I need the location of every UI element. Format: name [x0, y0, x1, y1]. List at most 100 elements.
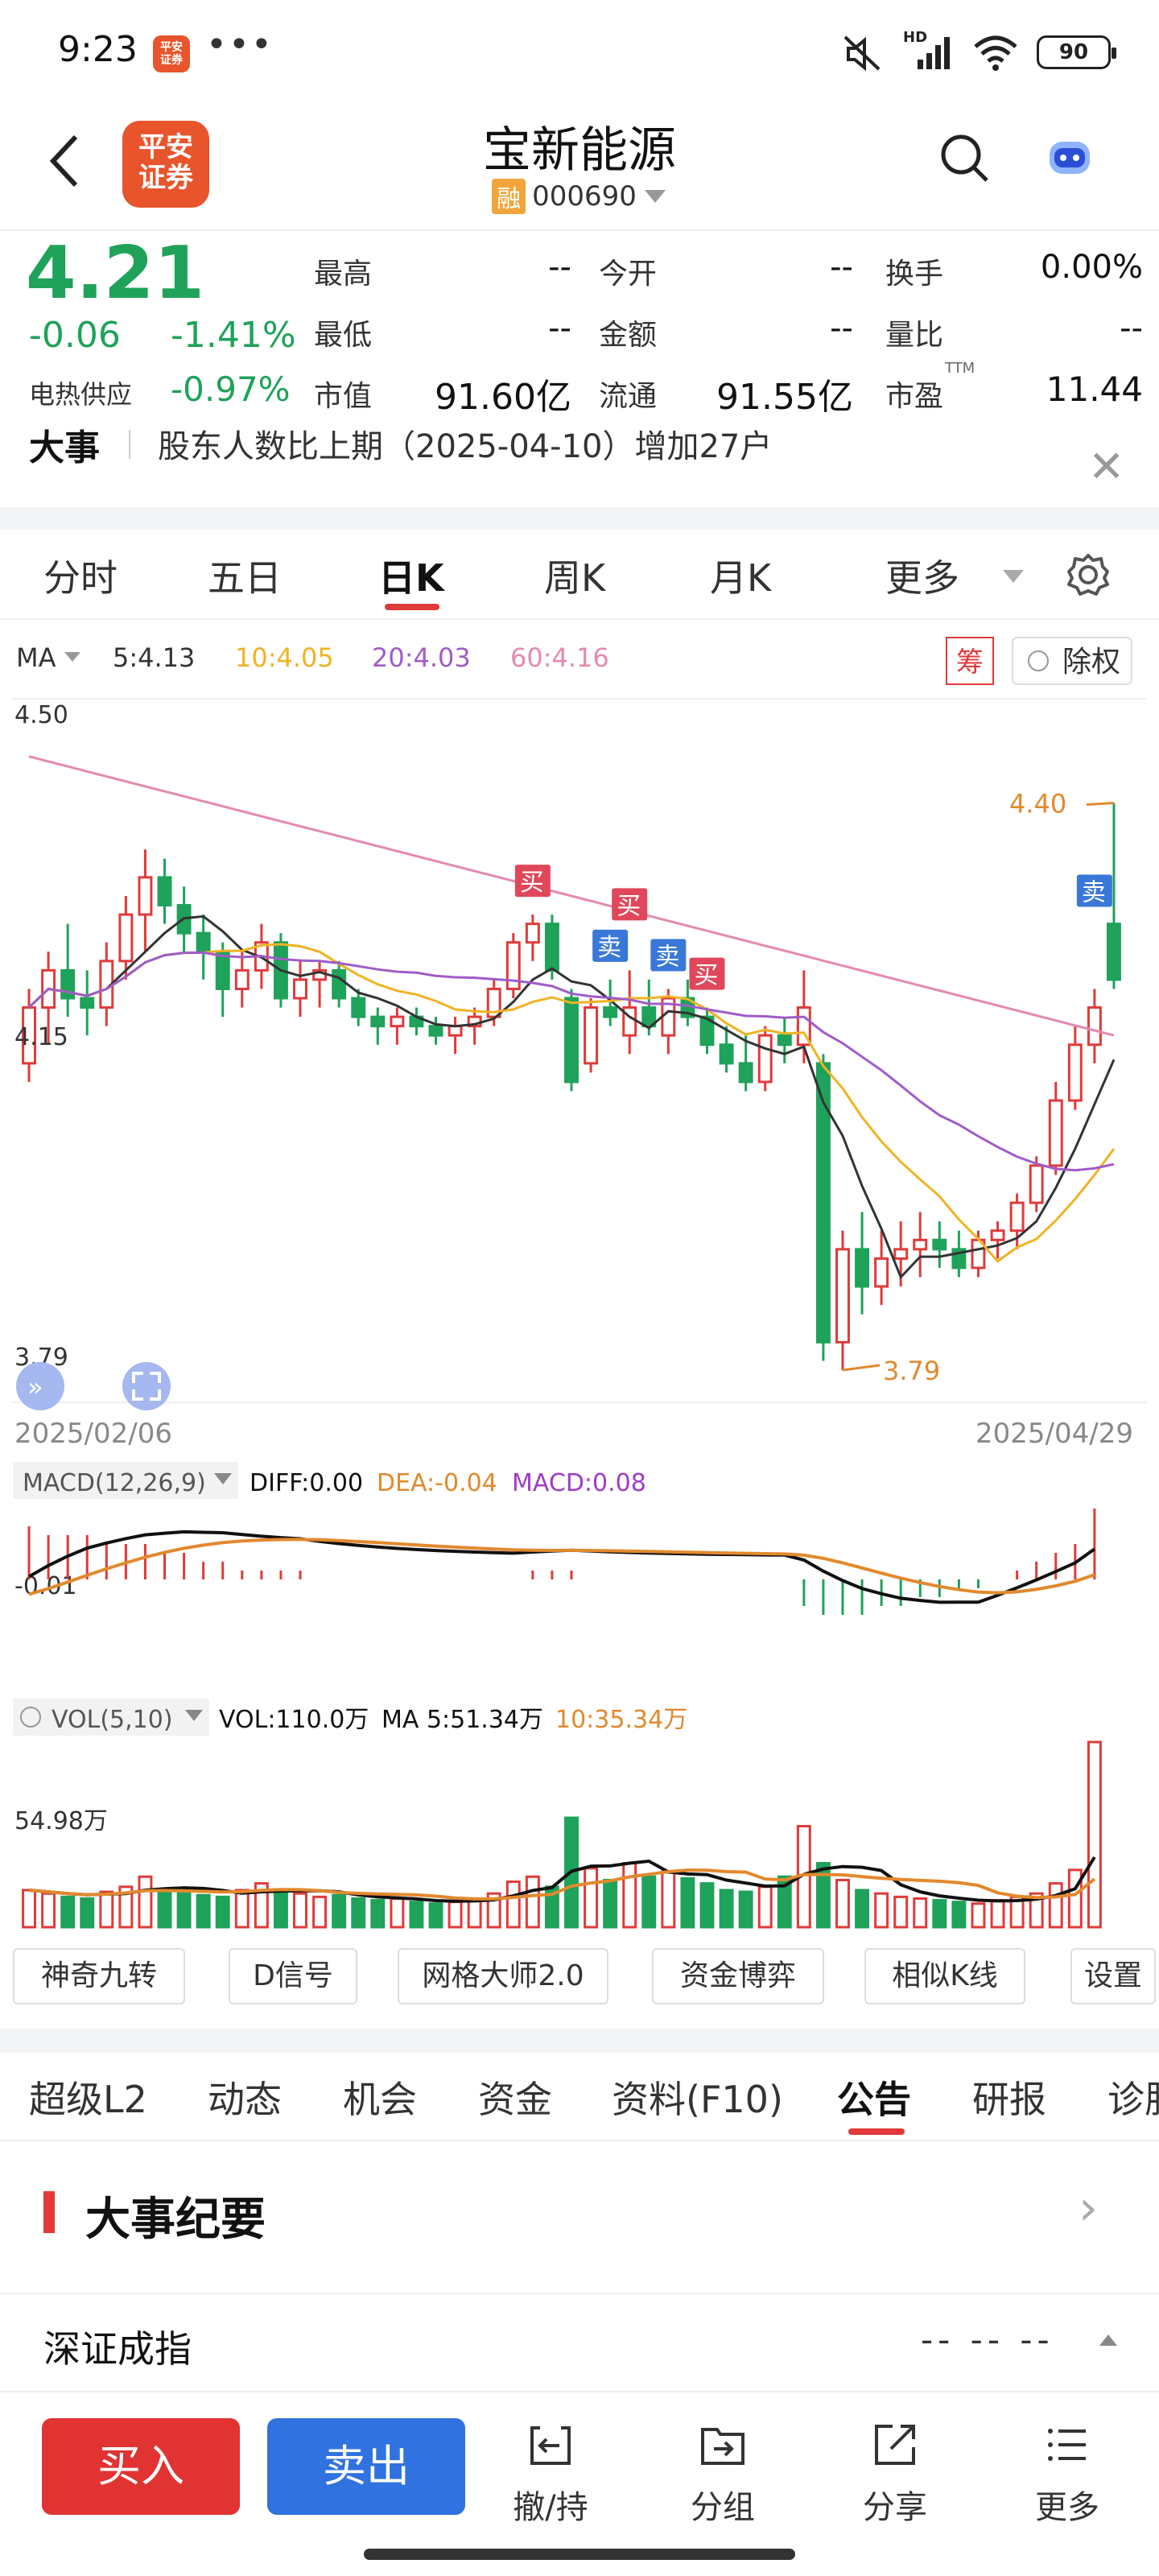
- cancel-hold-icon: [530, 2426, 571, 2465]
- group-button[interactable]: 分组: [658, 2415, 787, 2528]
- more-button[interactable]: 更多: [1003, 2415, 1132, 2528]
- tab-daily-k[interactable]: 日K: [378, 556, 444, 600]
- svg-text:买: 买: [694, 962, 718, 990]
- svg-text:卖: 卖: [1082, 878, 1106, 906]
- sell-signal[interactable]: 卖: [592, 929, 629, 962]
- tab-five-day[interactable]: 五日: [208, 556, 282, 600]
- candle: [118, 895, 134, 980]
- tab-f10[interactable]: 资料(F10): [612, 2078, 783, 2121]
- candle: [80, 970, 95, 1036]
- candle: [815, 1054, 831, 1361]
- tool-magic-nine[interactable]: 神奇九转: [13, 1948, 185, 2004]
- kline-chart-canvas[interactable]: MA 5:4.13 10:4.05 20:4.03 60:4.16 筹 除权 4…: [0, 621, 1159, 1942]
- buy-signal[interactable]: 买: [514, 865, 551, 898]
- dea-line: [28, 1538, 1095, 1596]
- candle: [855, 1212, 870, 1315]
- tool-fund-game[interactable]: 资金博弈: [652, 1948, 824, 2004]
- candle: [874, 1230, 889, 1306]
- double-chevron-right-icon: »: [27, 1372, 43, 1402]
- tab-monthly-k[interactable]: 月K: [710, 556, 772, 600]
- cancel-hold-button[interactable]: 撤/持: [486, 2415, 615, 2528]
- tab-weekly-k[interactable]: 周K: [544, 556, 606, 600]
- close-icon[interactable]: ✕: [1088, 441, 1125, 492]
- news-text[interactable]: 股东人数比上期（2025-04-10）增加27户: [158, 428, 773, 465]
- news-ticker[interactable]: 大事 股东人数比上期（2025-04-10）增加27户 ✕: [0, 419, 1159, 507]
- tab-super-l2[interactable]: 超级L2: [29, 2078, 147, 2121]
- ex-rights-button[interactable]: [1012, 637, 1132, 685]
- vol-selector[interactable]: [13, 1699, 209, 1736]
- sector-change-pct: -0.97%: [171, 369, 291, 409]
- quote-label-market-cap: 市值: [314, 380, 373, 413]
- ma10-line: [27, 943, 1116, 1263]
- sell-signal[interactable]: 卖: [650, 939, 687, 972]
- expand-left-button[interactable]: [16, 1362, 64, 1410]
- kline-chart[interactable]: MA 5:4.13 10:4.05 20:4.03 60:4.16 筹 除权 4…: [0, 621, 1159, 1942]
- search-button[interactable]: [937, 130, 993, 187]
- margin-trading-badge: 融: [492, 179, 526, 214]
- candle: [332, 960, 347, 1008]
- volume-bar: [176, 1892, 192, 1929]
- caret-up-icon[interactable]: [1098, 2333, 1119, 2347]
- tab-research[interactable]: 研报: [972, 2078, 1046, 2121]
- buy-signal[interactable]: 买: [612, 888, 648, 921]
- candle: [390, 1007, 405, 1045]
- tab-intraday[interactable]: 分时: [43, 556, 118, 600]
- ai-assistant-button[interactable]: [1041, 134, 1098, 182]
- broker-logo[interactable]: 平安 证券: [122, 121, 209, 208]
- quote-value-low: --: [548, 310, 571, 347]
- fullscreen-button[interactable]: [122, 1362, 171, 1410]
- tab-announcements[interactable]: 公告: [837, 2078, 911, 2121]
- candle: [777, 1017, 792, 1063]
- sell-signal[interactable]: 卖: [1076, 874, 1112, 907]
- status-icons: HD 90: [840, 29, 1116, 72]
- volume-bar: [525, 1875, 540, 1929]
- chip-distribution-button[interactable]: [946, 637, 994, 685]
- candle: [312, 960, 328, 1008]
- volume-bar: [99, 1890, 114, 1929]
- section-gap: [0, 2029, 1159, 2053]
- tool-settings[interactable]: 设置: [1070, 1948, 1156, 2004]
- battery-icon: 90: [1037, 35, 1116, 69]
- tool-grid-master[interactable]: 网格大师2.0: [398, 1948, 608, 2004]
- buy-button[interactable]: 买入: [42, 2418, 240, 2515]
- volume-bar: [641, 1875, 657, 1929]
- volume-bar: [273, 1889, 288, 1929]
- tab-more[interactable]: 更多: [885, 556, 959, 600]
- index-ticker[interactable]: 深证成指 -- -- --: [0, 2296, 1159, 2392]
- volume-bar: [428, 1902, 443, 1929]
- tool-similar-kline[interactable]: 相似K线: [864, 1948, 1025, 2004]
- candle: [196, 914, 211, 980]
- tab-news[interactable]: 动态: [208, 2078, 282, 2121]
- tab-opportunity[interactable]: 机会: [343, 2078, 417, 2121]
- candle: [757, 1026, 773, 1092]
- gear-icon[interactable]: [1064, 551, 1112, 599]
- share-icon: [875, 2425, 915, 2465]
- tab-funds[interactable]: 资金: [478, 2078, 552, 2121]
- news-divider: [129, 430, 130, 459]
- candle: [584, 998, 599, 1073]
- caret-down-icon: [214, 1473, 232, 1484]
- chevron-right-icon[interactable]: ›: [1079, 2180, 1098, 2236]
- tool-d-signal[interactable]: D信号: [229, 1948, 357, 2004]
- candle: [699, 1007, 715, 1055]
- major-events-section[interactable]: 大事纪要 ›: [0, 2141, 1159, 2294]
- candle: [293, 960, 307, 1018]
- section-marker: [43, 2191, 55, 2233]
- sector-name[interactable]: 电热供应: [29, 379, 133, 410]
- candle: [1067, 1026, 1083, 1110]
- volume-bar: [990, 1899, 1005, 1929]
- quote-label-low: 最低: [314, 319, 373, 352]
- volume-bar: [390, 1897, 405, 1929]
- macd-diff: DIFF:0.00: [250, 1469, 363, 1497]
- ma-label[interactable]: MA: [16, 642, 56, 673]
- back-button[interactable]: [40, 129, 97, 193]
- macd-selector[interactable]: [13, 1462, 238, 1499]
- stock-code-row[interactable]: 融 000690: [0, 179, 1159, 214]
- buy-signal[interactable]: 买: [689, 957, 725, 990]
- share-button[interactable]: 分享: [831, 2415, 959, 2528]
- ma-lines: [27, 755, 1116, 1280]
- app-header: 平安 证券 宝新能源 融 000690: [0, 105, 1159, 225]
- sell-button[interactable]: 卖出: [267, 2418, 465, 2515]
- vol-label: VOL(5,10): [52, 1706, 173, 1734]
- tab-diagnosis[interactable]: 诊股: [1107, 2078, 1159, 2121]
